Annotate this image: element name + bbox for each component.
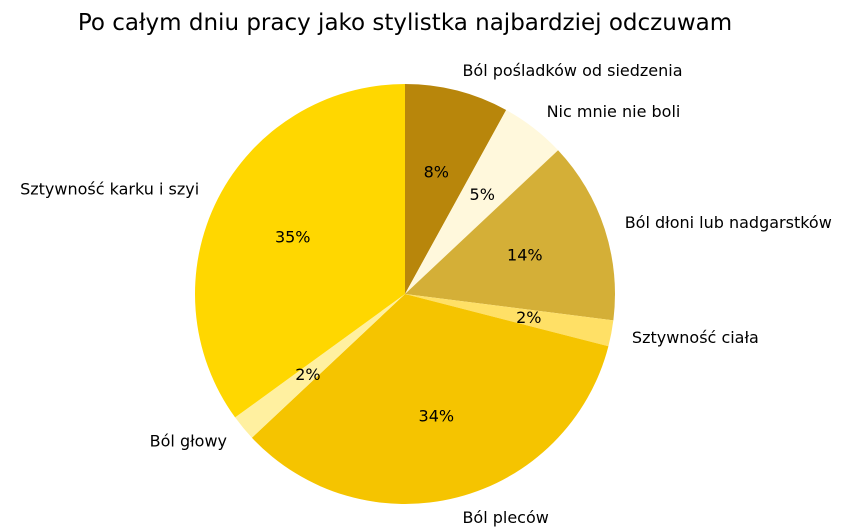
slice-label: Sztywność karku i szyi	[20, 180, 199, 199]
slice-percent-label: 8%	[424, 162, 449, 181]
pie-slice	[195, 84, 405, 418]
pie-slice	[235, 294, 405, 438]
slice-percent-label: 2%	[516, 308, 541, 327]
pie-slices	[195, 84, 616, 504]
pie-slice	[405, 150, 616, 321]
pie-slice	[405, 84, 507, 294]
slice-percent-label: 34%	[419, 407, 455, 426]
slice-percent-label: 35%	[275, 227, 311, 246]
pie-slice	[405, 294, 614, 347]
slice-label: Ból głowy	[150, 432, 227, 451]
pie-labels: Ból pośladków od siedzenia 8% Nic mnie nie…	[20, 61, 832, 527]
pie-slice	[251, 294, 609, 504]
slice-label: Ból pośladków od siedzenia	[462, 61, 682, 80]
slice-label: Ból dłoni lub nadgarstków	[625, 213, 832, 232]
slice-label: Ból pleców	[462, 508, 548, 527]
slice-percent-label: 5%	[470, 185, 495, 204]
slice-label: Sztywność ciała	[632, 328, 759, 347]
chart-title: Po całym dniu pracy jako stylistka najba…	[78, 10, 732, 36]
pie-slice	[405, 109, 559, 295]
slice-label: Nic mnie nie boli	[547, 102, 681, 121]
slice-percent-label: 2%	[295, 365, 320, 384]
slice-percent-label: 14%	[507, 246, 543, 265]
